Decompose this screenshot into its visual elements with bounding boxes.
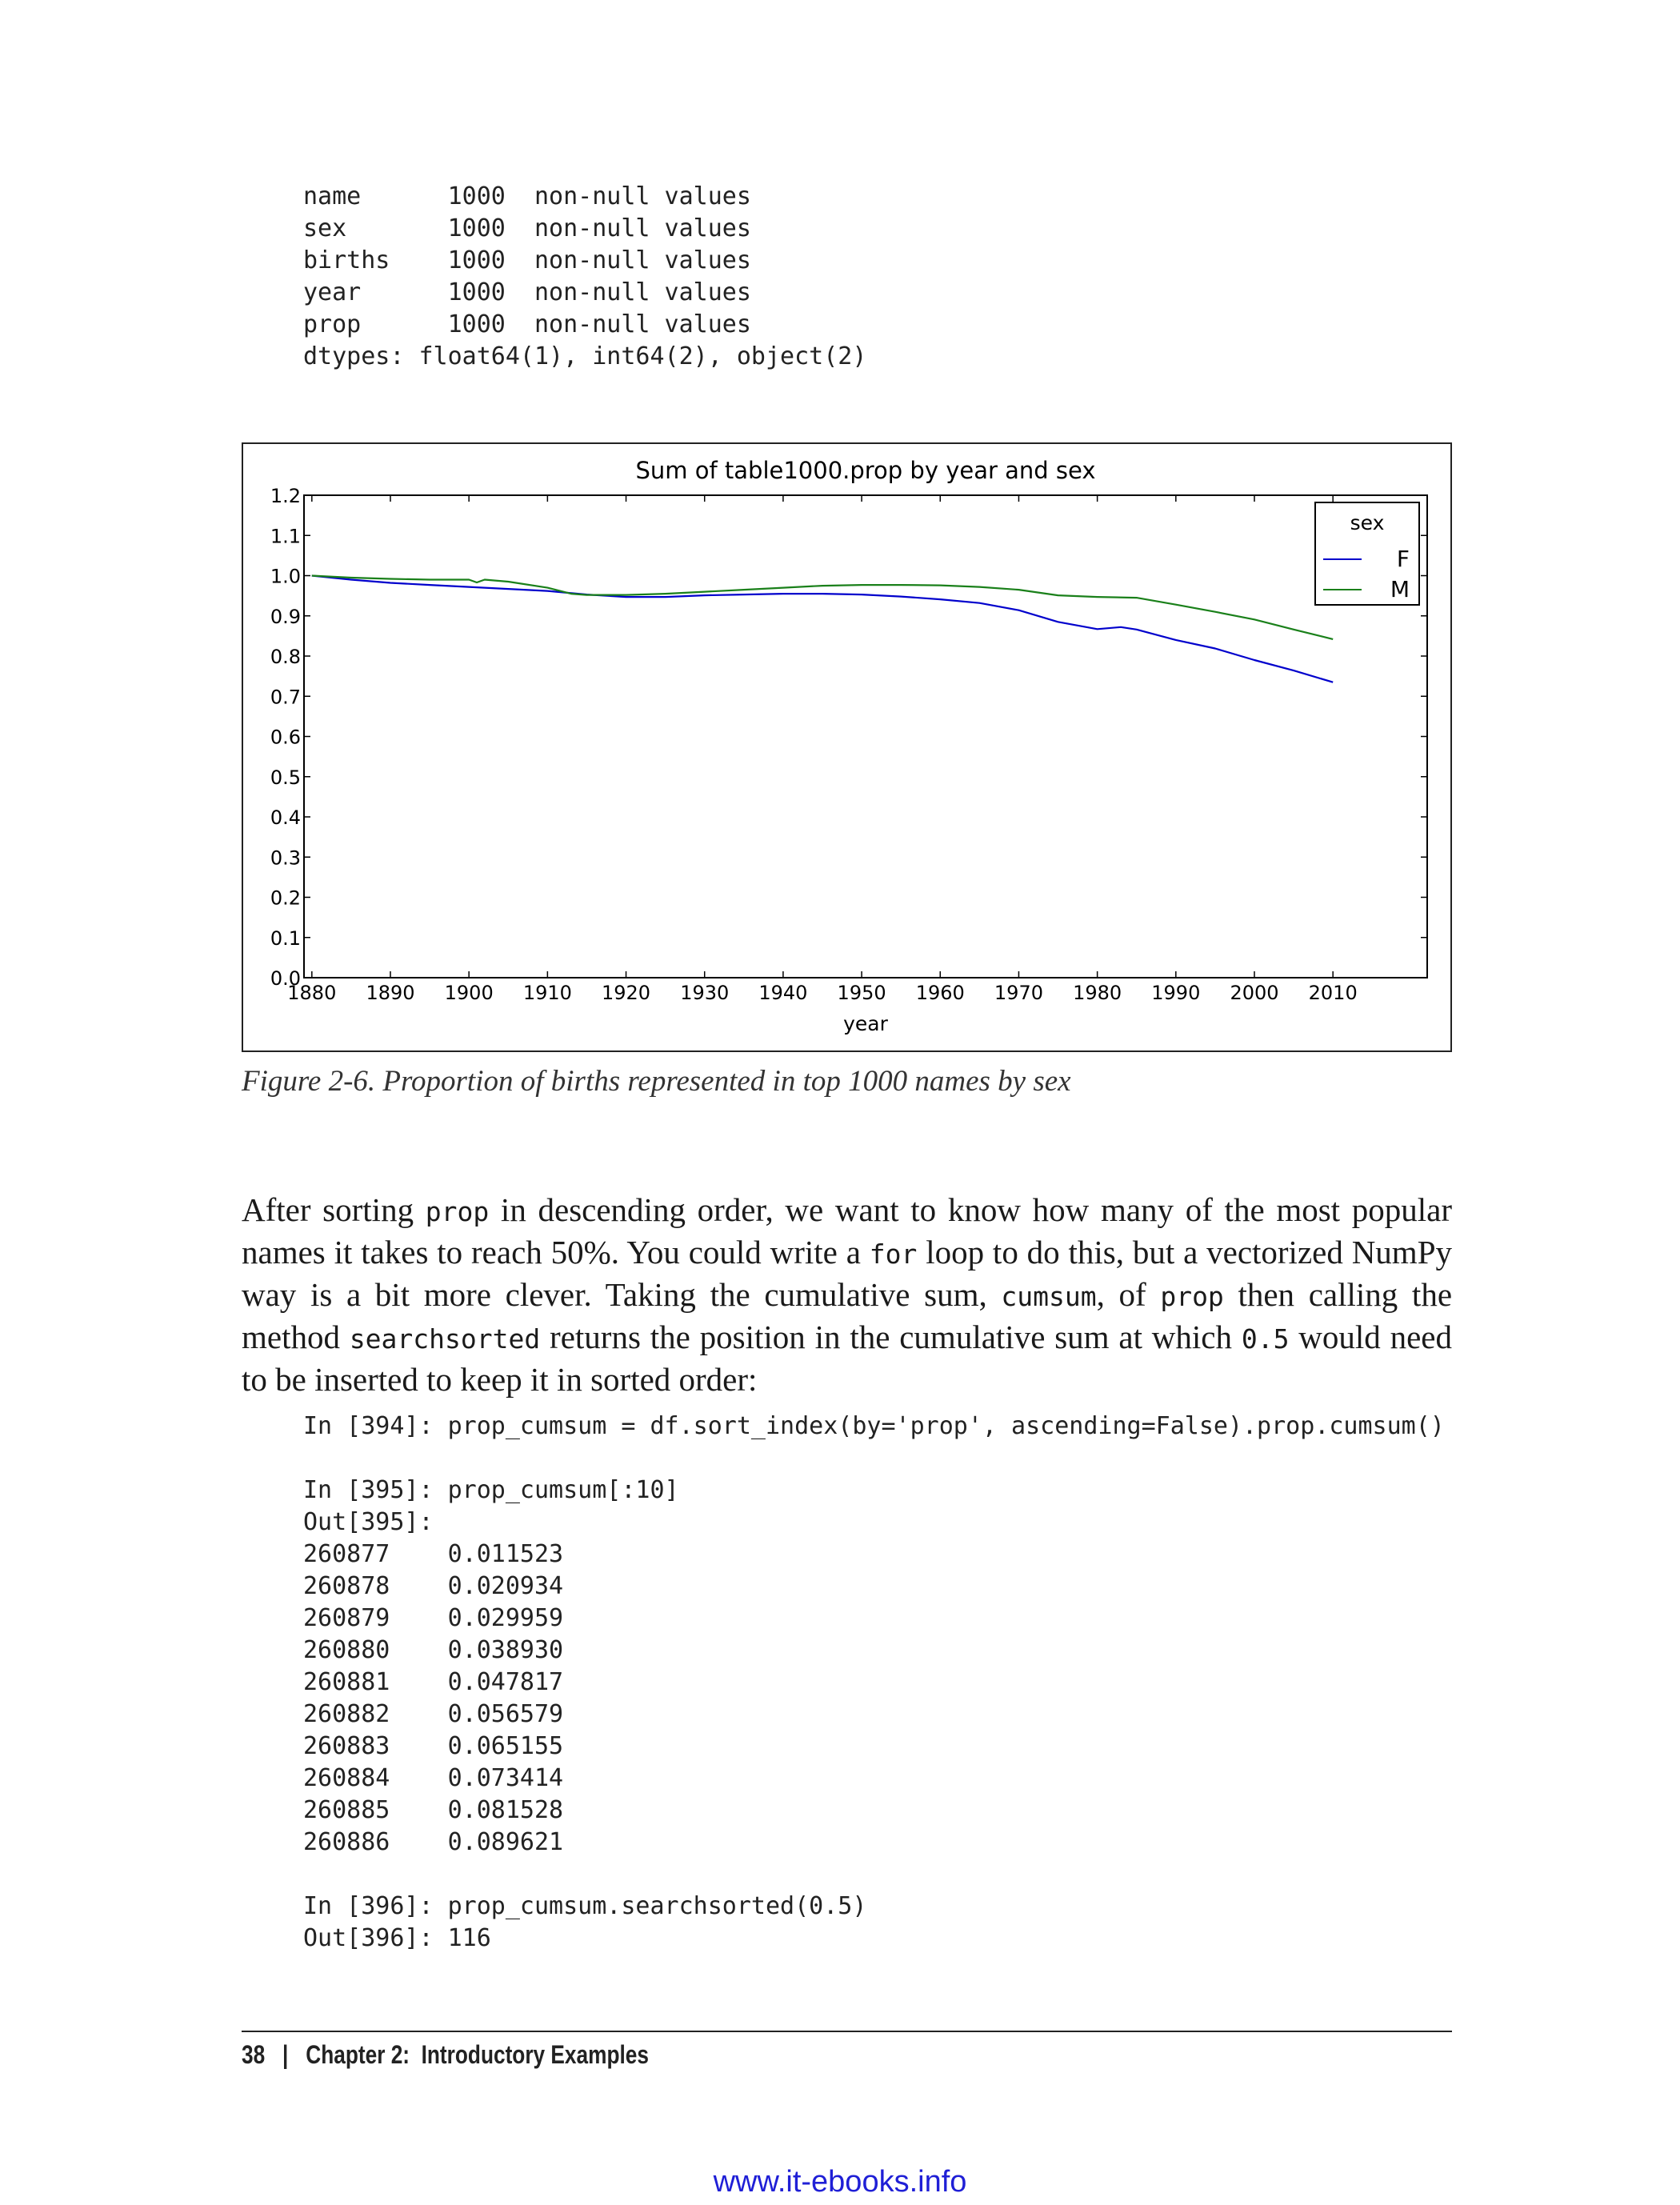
code-line: dtypes: float64(1), int64(2), object(2) xyxy=(303,342,867,370)
y-tick-label: 0.4 xyxy=(270,806,301,829)
code-line: 260882 0.056579 xyxy=(303,1700,564,1728)
y-tick-label: 0.9 xyxy=(270,606,301,628)
x-tick-label: 1880 xyxy=(287,982,336,1004)
paragraph-text: would need to be inserted to keep it in … xyxy=(242,1319,1453,1398)
figure-chart: Sum of table1000.prop by year and sex ye… xyxy=(242,442,1452,1052)
code-line xyxy=(303,1859,1445,1891)
chapter-title: Chapter 2: Introductory Examples xyxy=(306,2040,649,2069)
code-line: sex 1000 non-null values xyxy=(303,214,751,242)
series-line-f xyxy=(311,574,1334,683)
x-tick-label: 1910 xyxy=(523,982,572,1004)
y-tick-label: 0.8 xyxy=(270,646,301,668)
y-tick-label: 1.1 xyxy=(270,525,301,547)
x-axis: 1880 1890 1900 1910 1920 1930 1940 1950 1960 1970… xyxy=(287,495,1358,1004)
code-line: Out[395]: xyxy=(303,1508,434,1536)
code-line: 260880 0.038930 xyxy=(303,1636,564,1664)
figure-caption: Figure 2-6. Proportion of births represe… xyxy=(242,1065,1071,1098)
y-tick-label: 0.3 xyxy=(270,846,301,869)
x-tick-label: 1970 xyxy=(994,982,1043,1004)
inline-code: prop xyxy=(425,1196,490,1227)
x-tick-label: 1920 xyxy=(602,982,650,1004)
code-line: prop 1000 non-null values xyxy=(303,310,751,338)
code-line: Out[396]: 116 xyxy=(303,1924,491,1952)
legend-label-m: M xyxy=(1390,576,1410,602)
legend-label-f: F xyxy=(1397,546,1410,572)
code-line: 260886 0.089621 xyxy=(303,1828,564,1856)
paragraph-text: returns the position in the cumulative s… xyxy=(540,1319,1242,1355)
code-line: 260885 0.081528 xyxy=(303,1796,564,1824)
legend-box xyxy=(1314,502,1420,606)
y-tick-label: 0.1 xyxy=(270,927,301,950)
code-line: births 1000 non-null values xyxy=(303,246,751,274)
x-tick-label: 1960 xyxy=(916,982,965,1004)
paragraph-text: loop to do this, but a vectorized NumPy … xyxy=(242,1234,1452,1313)
paragraph-text: in descending order, we want to know how… xyxy=(242,1191,1452,1271)
body-paragraph: After sorting prop in descending order, … xyxy=(242,1190,1452,1400)
y-tick-label: 0.7 xyxy=(270,686,301,708)
code-line: 260884 0.073414 xyxy=(303,1764,564,1792)
paragraph-text: , of xyxy=(1096,1276,1161,1313)
x-axis-label: year xyxy=(843,1012,888,1035)
x-tick-label: 1940 xyxy=(758,982,807,1004)
code-block-cumsum: In [394]: prop_cumsum = df.sort_index(by… xyxy=(303,1411,1445,1955)
inline-code: searchsorted xyxy=(349,1323,541,1355)
chart-title: Sum of table1000.prop by year and sex xyxy=(635,457,1095,484)
y-tick-label: 0.2 xyxy=(270,887,301,910)
x-tick-label: 1980 xyxy=(1073,982,1122,1004)
y-axis: 0.0 0.1 0.2 0.3 0.4 0.5 0.6 0.7 0.8 0.9 1.0 1.1 1.2 xyxy=(270,485,1427,990)
code-line: 260883 0.065155 xyxy=(303,1732,564,1760)
x-tick-label: 1900 xyxy=(445,982,494,1004)
code-line: 260877 0.011523 xyxy=(303,1540,564,1568)
code-line: 260881 0.047817 xyxy=(303,1668,564,1696)
page-number: 38 xyxy=(242,2040,266,2069)
paragraph-text: then calling the method xyxy=(242,1276,1453,1355)
y-tick-label: 0.5 xyxy=(270,766,301,789)
x-tick-label: 2000 xyxy=(1230,982,1278,1004)
series-line-m xyxy=(311,574,1334,640)
line-chart: Sum of table1000.prop by year and sex ye… xyxy=(270,457,1428,1035)
y-tick-label: 1.2 xyxy=(270,485,301,507)
x-tick-label: 1890 xyxy=(366,982,414,1004)
plot-area xyxy=(303,494,1428,978)
paragraph-text: After sorting xyxy=(242,1191,426,1228)
x-tick-label: 2010 xyxy=(1309,982,1358,1004)
inline-code: prop xyxy=(1160,1281,1224,1312)
code-line: name 1000 non-null values xyxy=(303,182,751,210)
inline-code: cumsum xyxy=(1001,1281,1097,1312)
legend: sex F M xyxy=(1314,502,1420,606)
code-block-info: name 1000 non-null values sex 1000 non-nu… xyxy=(303,181,866,373)
watermark-link[interactable]: www.it-ebooks.info xyxy=(713,2165,967,2199)
code-line: In [396]: prop_cumsum.searchsorted(0.5) xyxy=(303,1892,867,1920)
code-line: In [395]: prop_cumsum[:10] xyxy=(303,1476,679,1504)
y-tick-label: 0.0 xyxy=(270,967,301,990)
code-line: 260878 0.020934 xyxy=(303,1572,564,1600)
page-footer: 38 | Chapter 2: Introductory Examples xyxy=(242,2040,649,2070)
footer-separator: | xyxy=(282,2040,289,2069)
code-line: year 1000 non-null values xyxy=(303,278,751,306)
legend-title: sex xyxy=(1350,511,1385,534)
y-tick-label: 1.0 xyxy=(270,566,301,588)
x-tick-label: 1930 xyxy=(680,982,729,1004)
series-lines xyxy=(311,574,1334,683)
inline-code: for xyxy=(869,1239,918,1270)
code-line xyxy=(303,1443,1445,1475)
x-tick-label: 1990 xyxy=(1151,982,1200,1004)
x-tick-label: 1950 xyxy=(838,982,886,1004)
code-line: 260879 0.029959 xyxy=(303,1604,564,1632)
footer-rule xyxy=(242,2031,1452,2032)
y-tick-label: 0.6 xyxy=(270,726,301,749)
inline-code: 0.5 xyxy=(1241,1323,1290,1355)
code-line: In [394]: prop_cumsum = df.sort_index(by… xyxy=(303,1412,1445,1440)
